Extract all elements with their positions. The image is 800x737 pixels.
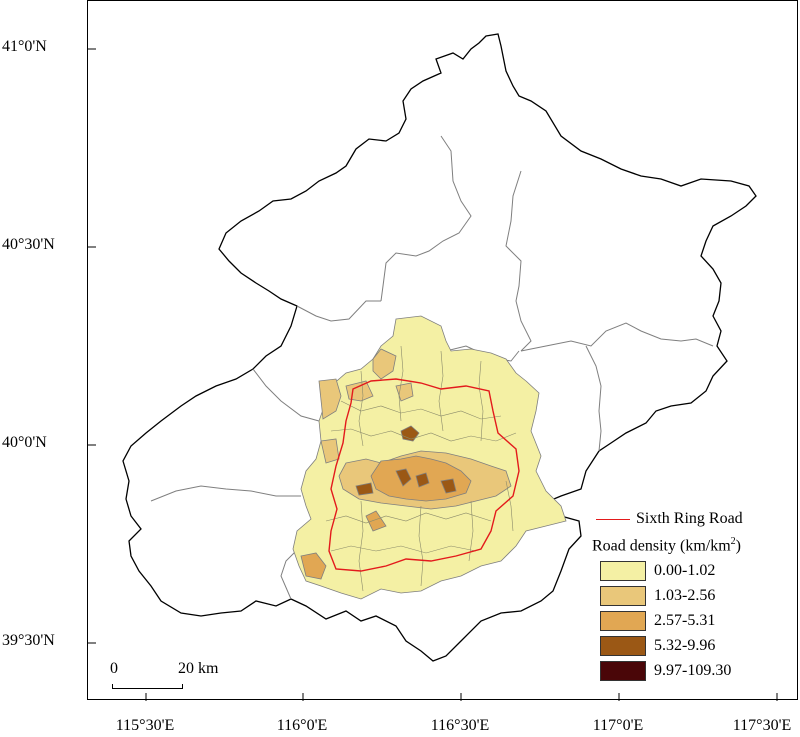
legend-line-label: Sixth Ring Road: [636, 510, 743, 527]
legend-class-label: 9.97-109.30: [654, 661, 732, 679]
ring-road-swatch: [596, 518, 630, 520]
legend-class: 9.97-109.30: [600, 658, 795, 683]
scale-bar-start-label: 0: [110, 660, 118, 677]
legend-class: 1.03-2.56: [600, 583, 795, 608]
legend-class: 5.32-9.96: [600, 633, 795, 658]
map-canvas: [88, 33, 778, 701]
legend-class: 2.57-5.31: [600, 608, 795, 633]
longitude-label: 117°0'E: [592, 717, 644, 734]
scale-bar-line: [112, 684, 183, 689]
legend-class-label: 2.57-5.31: [654, 611, 716, 629]
legend-swatch: [600, 585, 646, 606]
legend-item-ring-road: Sixth Ring Road: [590, 508, 795, 530]
latitude-label: 41°0'N: [2, 38, 47, 55]
latitude-label: 40°30'N: [2, 236, 55, 253]
graticule-ticks: [88, 48, 778, 701]
longitude-label: 117°30'E: [732, 717, 792, 734]
legend-title: Road density (km/km2): [592, 536, 795, 558]
latitude-label: 40°0'N: [2, 434, 47, 451]
sixth-ring-road: [328, 378, 520, 572]
longitude-label: 116°0'E: [276, 717, 328, 734]
legend-class-label: 0.00-1.02: [654, 561, 716, 579]
legend-title-text: Road density (km/km: [592, 537, 731, 555]
legend-title-close: ): [735, 537, 741, 555]
map-frame: [87, 0, 798, 701]
latitude-label: 39°30'N: [2, 632, 55, 649]
longitude-label: 116°30'E: [430, 717, 490, 734]
legend-swatch: [600, 560, 646, 581]
township-lines: [325, 345, 517, 592]
legend-title-superscript: 2: [730, 536, 736, 547]
legend-class: 0.00-1.02: [600, 558, 795, 583]
scale-bar: 0 20 km: [110, 660, 230, 690]
legend-swatch: [600, 635, 646, 656]
road-density-districts: [292, 315, 567, 600]
longitude-label: 115°30'E: [115, 717, 175, 734]
legend-swatch: [600, 610, 646, 631]
legend-class-label: 5.32-9.96: [654, 636, 716, 654]
district-boundaries: [150, 135, 714, 600]
legend-class-label: 1.03-2.56: [654, 586, 716, 604]
legend-swatch: [600, 660, 646, 681]
scale-bar-end-label: 20 km: [178, 660, 219, 677]
legend: Sixth Ring Road Road density (km/km2) 0.…: [590, 508, 795, 683]
